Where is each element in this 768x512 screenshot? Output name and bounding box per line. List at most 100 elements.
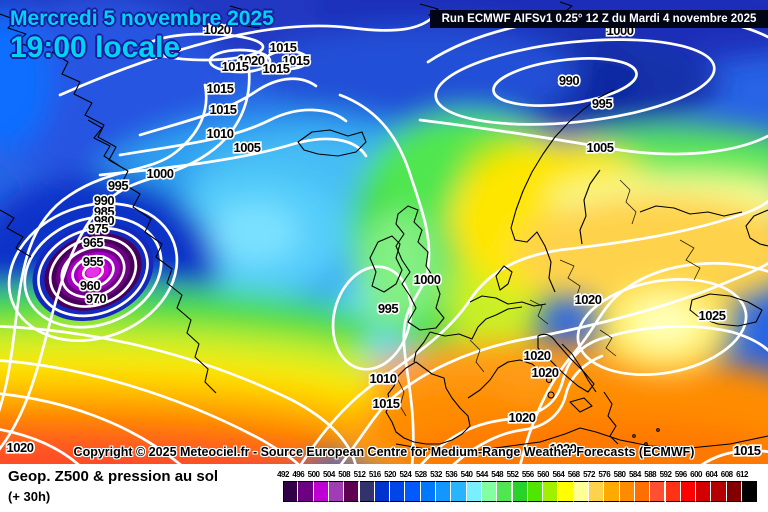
isobar-label: 1015 [263, 61, 290, 76]
isobar-label: 970 [86, 291, 106, 306]
legend-tick-label: 524 [399, 470, 412, 479]
legend-tick-label: 612 [736, 470, 748, 479]
isobar-label: 1025 [699, 308, 726, 323]
isobar-label: 1000 [414, 272, 441, 287]
legend-swatch [344, 481, 360, 502]
isobar-label: 995 [592, 96, 612, 111]
legend-tick-label: 608 [720, 470, 733, 479]
legend-swatch [420, 481, 436, 502]
legend-tick-label: 536 [445, 470, 458, 479]
legend-swatch [374, 481, 391, 502]
model-run-header: Run ECMWF AIFSv1 0.25° 12 Z du Mardi 4 n… [430, 10, 768, 28]
isobar-label: 990 [559, 73, 579, 88]
legend-tick-label: 512 [353, 470, 366, 479]
isobar-label: 1015 [373, 396, 400, 411]
copyright-notice: Copyright © 2025 Meteociel.fr - Source E… [73, 445, 695, 459]
isobar-label: 1005 [234, 140, 261, 155]
isobar-label: 1015 [270, 40, 297, 55]
legend-swatch [313, 481, 329, 502]
legend-tick-label: 572 [583, 470, 595, 479]
legend-swatch [543, 481, 559, 502]
isobar-label: 1015 [210, 102, 237, 117]
isobar-label: 1010 [207, 126, 234, 141]
legend-tick-label: 584 [628, 470, 641, 479]
legend-swatch [497, 481, 513, 502]
isobar-label: 1020 [532, 365, 559, 380]
isobar-label: 1015 [734, 443, 761, 458]
legend-tick-label: 588 [644, 470, 657, 479]
isobar-label: 995 [108, 178, 128, 193]
legend-swatch [481, 481, 498, 502]
isobar-label: 960 [80, 278, 100, 293]
legend-swatch [589, 481, 605, 502]
isobar-label: 1020 [7, 440, 34, 455]
legend-swatch [512, 481, 528, 502]
isobar-label: 1020 [238, 53, 265, 68]
isobar-label: 1020 [550, 441, 577, 456]
legend-swatch [527, 481, 544, 502]
legend-tick-label: 544 [475, 470, 488, 479]
legend-tick-label: 592 [659, 470, 672, 479]
isobar-label: 1020 [575, 292, 602, 307]
legend-swatch [328, 481, 345, 502]
legend-tick-label: 516 [368, 470, 381, 479]
legend-tick-label: 504 [322, 470, 335, 479]
legend-swatch [283, 481, 299, 502]
isobar-label: 1020 [509, 410, 536, 425]
legend-tick-label: 520 [384, 470, 397, 479]
legend-swatch [466, 481, 482, 502]
legend-tick-label: 528 [414, 470, 427, 479]
legend-tick-label: 540 [460, 470, 473, 479]
isobar-label: 965 [83, 235, 103, 250]
isobars [0, 12, 768, 464]
isobar-label: 995 [378, 301, 398, 316]
legend-swatch [604, 481, 620, 502]
isobar-label: 1015 [283, 53, 310, 68]
legend-swatch [298, 481, 314, 502]
legend-swatch [665, 481, 681, 502]
isobar-label: 1005 [587, 140, 614, 155]
legend-tick-label: 548 [491, 470, 504, 479]
forecast-lead-time: (+ 30h) [8, 489, 51, 504]
legend-tick-label: 552 [506, 470, 519, 479]
legend-swatch [634, 481, 651, 502]
legend-swatch [711, 481, 727, 502]
legend-swatch [451, 481, 467, 502]
isobar-label: 1000 [147, 166, 174, 181]
legend-swatch [619, 481, 635, 502]
legend-swatch [558, 481, 574, 502]
legend-swatch [390, 481, 406, 502]
isobar-label: 980 [94, 213, 114, 228]
isobar-label: 955 [83, 254, 103, 269]
isobar-label: 975 [88, 221, 108, 236]
legend-tick-label: 508 [338, 470, 351, 479]
legend-swatch [696, 481, 712, 502]
legend-tick-label: 596 [674, 470, 687, 479]
legend-tick-label: 500 [307, 470, 320, 479]
legend-tick-label: 568 [567, 470, 580, 479]
isobar-label: 985 [94, 204, 114, 219]
weather-map: 1020 1015 1020 1015 1015 1015 1015 1015 1010 1005… [0, 0, 768, 464]
legend-tick-label: 564 [552, 470, 565, 479]
legend-swatch [573, 481, 589, 502]
isobar-label: 1015 [207, 81, 234, 96]
legend-tick-label: 580 [613, 470, 626, 479]
isobar-label: 1020 [524, 348, 551, 363]
legend-swatch [726, 481, 742, 502]
isobar-label: 1020 [204, 22, 231, 37]
isobar-label: 990 [94, 193, 114, 208]
legend-tick-label: 492 [277, 470, 289, 479]
footer-bar: Geop. Z500 & pression au sol (+ 30h) 492… [0, 464, 768, 512]
legend-tick-label: 600 [690, 470, 703, 479]
legend-tick-label: 604 [705, 470, 718, 479]
legend-tick-label: 560 [537, 470, 550, 479]
legend-swatch [359, 481, 375, 502]
isobar-label: 1015 [222, 59, 249, 74]
legend-swatch [650, 481, 666, 502]
legend-tick-label: 576 [598, 470, 611, 479]
legend-swatch [405, 481, 421, 502]
legend-tick-label: 556 [521, 470, 534, 479]
legend-swatch [680, 481, 697, 502]
